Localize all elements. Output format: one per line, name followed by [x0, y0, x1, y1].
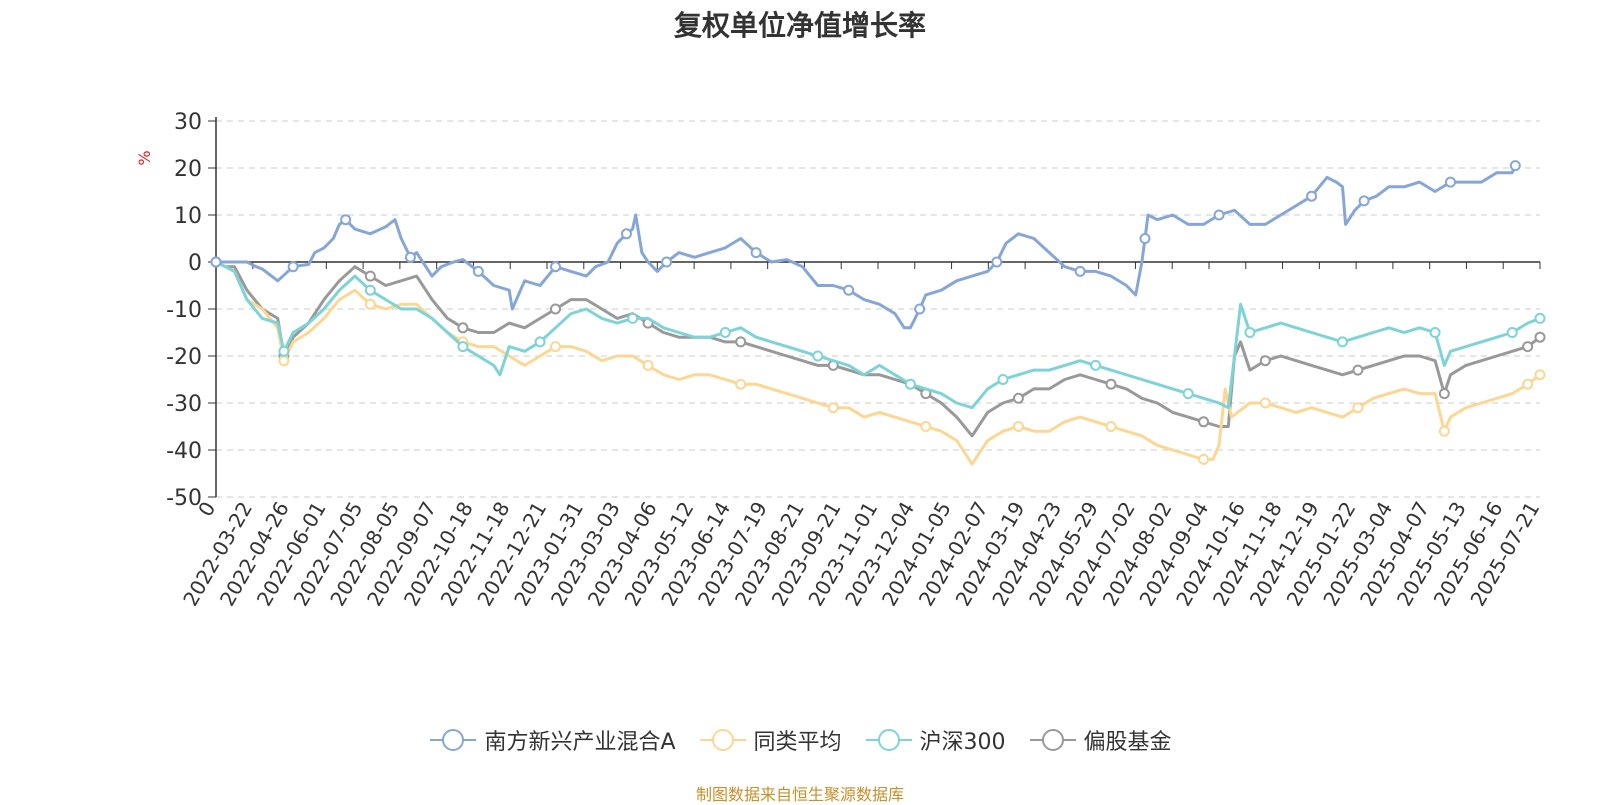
y-axis-unit-label: %	[135, 150, 154, 165]
series-point	[534, 336, 546, 348]
y-tick-label: 30	[174, 110, 202, 135]
series-point	[1438, 388, 1450, 400]
series-point	[750, 247, 762, 259]
series-point	[1105, 421, 1117, 432]
series-point	[1522, 378, 1534, 390]
series-point	[278, 355, 290, 367]
series-point	[549, 303, 561, 315]
series-point	[1306, 190, 1318, 202]
legend-marker-icon	[430, 729, 477, 751]
legend-marker-circle	[442, 729, 465, 751]
legend-item[interactable]: 南方新兴产业混合A	[428, 724, 676, 756]
series-point	[1534, 331, 1546, 343]
series-line	[215, 260, 1541, 410]
legend-marker-circle	[877, 729, 900, 751]
series-point	[627, 312, 639, 324]
x-tick-label: 0	[193, 498, 220, 521]
source-note: 制图数据来自恒生聚源数据库	[695, 785, 904, 804]
series-point	[278, 345, 290, 357]
y-tick-label: -20	[166, 345, 202, 370]
series-point	[1213, 209, 1225, 221]
series-point	[549, 341, 561, 353]
y-tick-label: 10	[174, 204, 202, 229]
series-point	[1444, 176, 1456, 188]
axes: 3020100-10-20-30-40-5002022-03-222022-04…	[166, 110, 1544, 610]
series-point	[1429, 327, 1441, 338]
legend: 南方新兴产业混合A 同类平均 沪深300 偏股基金	[0, 724, 1600, 756]
series-point	[364, 284, 376, 296]
series-point	[1352, 402, 1364, 414]
series-point	[661, 256, 673, 268]
series-point	[904, 378, 916, 390]
y-tick-label: -50	[166, 486, 202, 511]
series-lines	[210, 160, 1546, 466]
legend-item[interactable]: 沪深300	[864, 724, 1006, 756]
series-point	[991, 256, 1003, 268]
series-point	[1198, 416, 1210, 428]
legend-label: 偏股基金	[1083, 730, 1172, 755]
series-point	[1139, 233, 1151, 244]
series-point	[364, 270, 376, 282]
legend-marker-icon	[699, 729, 746, 751]
series-point	[287, 261, 299, 273]
series-point	[1259, 397, 1271, 409]
series-point	[457, 322, 469, 334]
chart-title: 复权单位净值增长率	[673, 9, 926, 42]
series-point	[642, 359, 654, 371]
series-point	[1352, 364, 1364, 376]
series-point	[472, 265, 484, 277]
series-point	[1509, 160, 1521, 172]
series-point	[1105, 378, 1117, 390]
series-point	[812, 350, 824, 362]
legend-marker-icon	[865, 729, 912, 751]
legend-label: 同类平均	[753, 730, 842, 755]
series-point	[914, 303, 926, 315]
series-point	[549, 261, 561, 273]
series-line	[215, 260, 1541, 466]
y-tick-label: 0	[188, 251, 202, 276]
series-point	[1198, 453, 1210, 465]
legend-item[interactable]: 同类平均	[698, 724, 842, 756]
series-point	[340, 214, 352, 226]
series-point	[920, 421, 932, 432]
series-point	[457, 341, 469, 353]
y-tick-label: 20	[174, 157, 202, 182]
series-point	[210, 256, 222, 268]
series-point	[735, 336, 747, 348]
legend-label: 沪深300	[919, 730, 1006, 755]
series-point	[1090, 359, 1102, 371]
series-point	[1012, 392, 1024, 404]
series-point	[827, 402, 839, 414]
series-point	[364, 298, 376, 310]
series-point	[1336, 336, 1348, 348]
series-point	[620, 228, 632, 240]
series-point	[1534, 312, 1546, 324]
series-line	[215, 260, 1541, 438]
series-point	[1259, 355, 1271, 367]
gridlines	[216, 120, 1540, 498]
series-point	[843, 284, 855, 296]
series-point	[1534, 369, 1546, 381]
series-point	[1182, 388, 1194, 400]
legend-marker-icon	[1029, 729, 1076, 751]
series-point	[997, 374, 1009, 385]
y-tick-label: -40	[166, 439, 202, 464]
series-point	[1074, 265, 1086, 277]
series-point	[404, 251, 416, 263]
legend-marker-circle	[1041, 729, 1064, 751]
legend-marker-circle	[711, 729, 734, 751]
series-point	[1244, 327, 1256, 338]
series-point	[1358, 195, 1370, 207]
series-point	[1506, 327, 1518, 338]
series-point	[1012, 421, 1024, 432]
series-point	[1438, 425, 1450, 437]
legend-label: 南方新兴产业混合A	[484, 730, 676, 755]
legend-item[interactable]: 偏股基金	[1028, 724, 1172, 756]
series-point	[735, 378, 747, 390]
y-tick-label: -10	[166, 298, 202, 323]
series-point	[1522, 341, 1534, 353]
series-point	[719, 327, 731, 338]
y-tick-label: -30	[166, 392, 202, 417]
